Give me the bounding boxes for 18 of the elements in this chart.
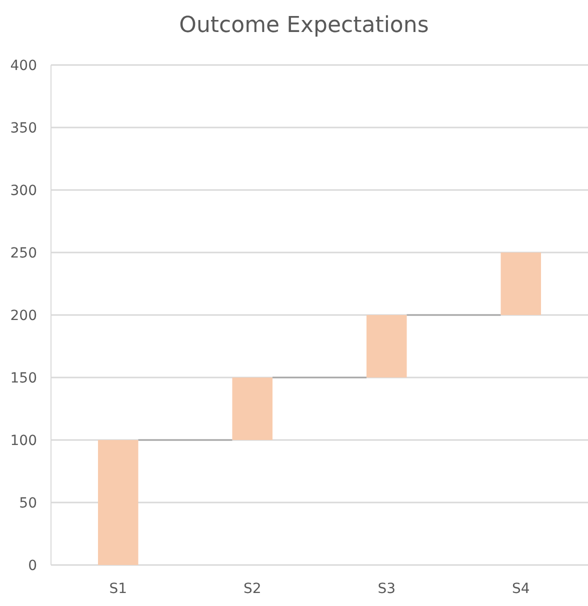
chart-title: Outcome Expectations (179, 13, 429, 38)
bar (500, 252, 542, 315)
y-tick-label: 400 (10, 58, 37, 74)
x-tick-label: S2 (243, 581, 262, 597)
bar (98, 440, 138, 565)
y-tick-label: 200 (10, 308, 37, 324)
y-tick-label: 150 (10, 370, 37, 386)
x-tick-label: S1 (109, 581, 128, 597)
y-tick-label: 0 (28, 558, 37, 574)
y-tick-label: 350 (10, 120, 37, 136)
y-tick-label: 100 (10, 432, 37, 449)
x-tick-label: S4 (512, 581, 530, 597)
y-tick-label: 250 (10, 245, 37, 262)
bar (366, 315, 407, 378)
bar (232, 378, 273, 440)
x-tick-label: S3 (378, 581, 396, 597)
y-tick-label: 300 (10, 182, 37, 199)
y-tick-label: 50 (19, 495, 37, 512)
